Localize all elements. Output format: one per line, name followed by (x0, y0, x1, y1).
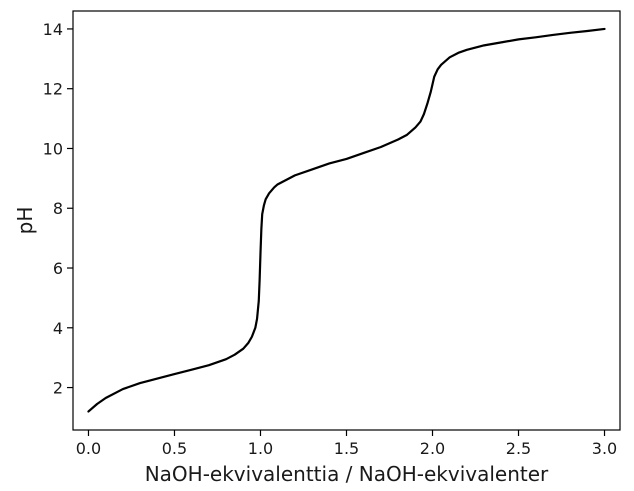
x-tick-label: 2.5 (506, 439, 531, 458)
plot-frame (72, 10, 621, 431)
y-tick-label: 12 (43, 80, 63, 99)
x-axis-label: NaOH-ekvivalenttia / NaOH-ekvivalenter (145, 462, 549, 486)
x-tick-label: 1.5 (334, 439, 359, 458)
plot-layer (87, 27, 606, 413)
x-tick-label: 2.0 (420, 439, 445, 458)
y-tick-label: 10 (43, 139, 63, 158)
x-tick-label: 1.0 (248, 439, 273, 458)
y-tick-label: 4 (53, 319, 63, 338)
x-axis-ticks: 0.0 0.5 1.0 1.5 2.0 2.5 3.0 (76, 430, 617, 458)
y-tick-label: 14 (43, 20, 63, 39)
x-tick-label: 0.0 (76, 439, 101, 458)
y-tick-label: 8 (53, 199, 63, 218)
y-axis-label: pH (13, 207, 37, 235)
y-tick-label: 2 (53, 379, 63, 398)
y-axis-ticks: 2 4 6 8 10 12 14 (43, 20, 73, 398)
x-tick-label: 3.0 (592, 439, 617, 458)
y-tick-label: 6 (53, 259, 63, 278)
x-tick-label: 0.5 (162, 439, 187, 458)
series-line-0 (87, 27, 606, 413)
